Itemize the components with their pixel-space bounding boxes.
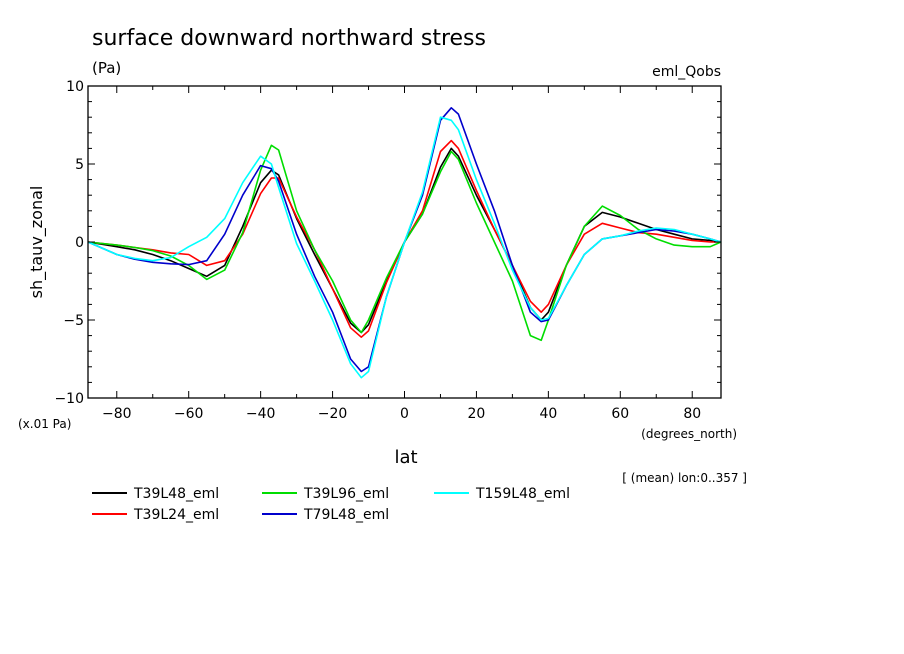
axis-layer: −80 −60 −40 −20 0 20 40 60 80 −10 −5 0 5 10: [54, 79, 721, 422]
x-tick-label: −40: [246, 406, 276, 422]
legend-label: T39L24_eml: [133, 507, 219, 523]
y-tick-label: 10: [66, 79, 84, 95]
x-tick-label: 60: [611, 406, 629, 422]
legend-label: T79L48_eml: [303, 507, 389, 523]
legend-label: T159L48_eml: [475, 486, 570, 502]
x-tick-label: −80: [102, 406, 132, 422]
series-layer: [87, 107, 722, 379]
y-axis-label: sh_tauv_zonal: [27, 186, 47, 299]
legend: T39L48_eml T39L24_eml T39L96_eml T79L48_eml…: [92, 486, 570, 523]
averaging-note: [ (mean) lon:0..357 ]: [622, 471, 747, 485]
y-tick-label: 0: [75, 235, 84, 251]
series-line-T39L24_eml: [87, 139, 721, 339]
legend-label: T39L96_eml: [303, 486, 389, 502]
y-scale-note: (x.01 Pa): [18, 417, 71, 431]
x-tick-label: 40: [539, 406, 557, 422]
x-units-label: (degrees_north): [641, 427, 737, 441]
x-tick-label: 80: [683, 406, 701, 422]
series-line-T39L96_eml: [87, 144, 722, 342]
x-tick-label: 20: [468, 406, 486, 422]
y-tick-label: −5: [63, 313, 84, 329]
units-label: (Pa): [92, 59, 121, 77]
x-axis-label: lat: [394, 447, 417, 468]
y-tick-label: −10: [54, 391, 84, 407]
experiment-label: eml_Qobs: [652, 64, 721, 80]
x-tick-label: −20: [318, 406, 348, 422]
x-tick-label: 0: [400, 406, 409, 422]
x-tick-label: −60: [174, 406, 204, 422]
series-line-T159L48_eml: [87, 116, 722, 379]
legend-label: T39L48_eml: [133, 486, 219, 502]
y-tick-label: 5: [75, 157, 84, 173]
chart-title: surface downward northward stress: [92, 26, 486, 51]
